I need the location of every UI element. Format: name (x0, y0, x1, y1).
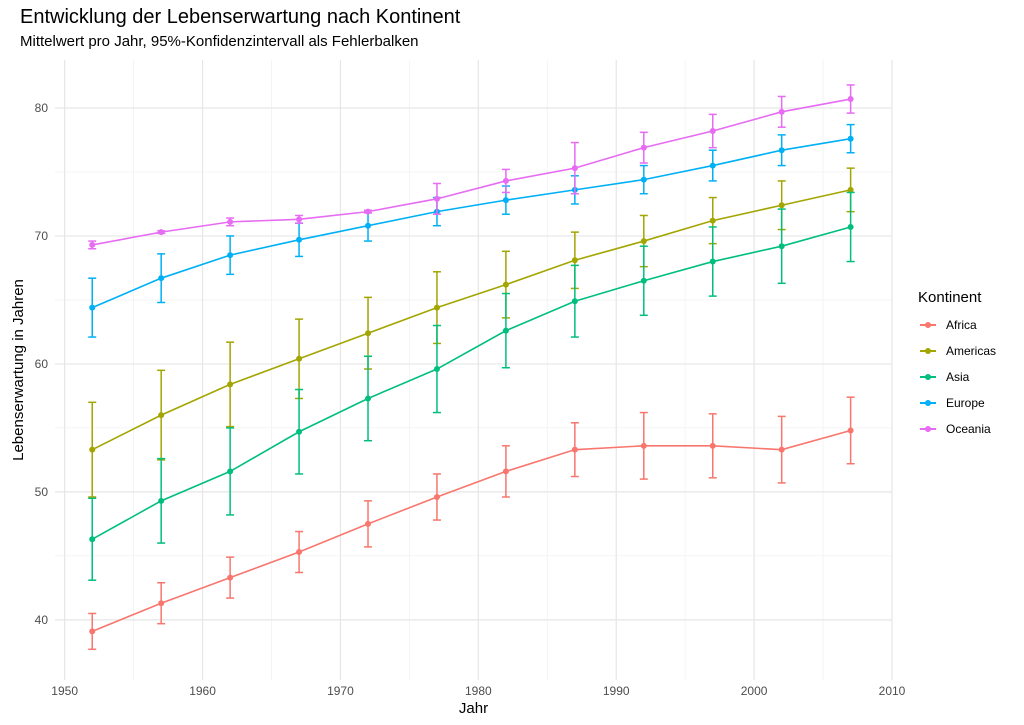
data-point-oceania (158, 229, 165, 236)
data-point-africa (158, 600, 165, 607)
legend-item-asia: Asia (918, 364, 996, 390)
x-tick-label: 1960 (189, 684, 216, 698)
data-point-asia (89, 536, 96, 543)
legend-label: Europe (946, 396, 985, 410)
data-point-americas (640, 238, 647, 245)
data-point-oceania (502, 177, 509, 184)
y-tick-label: 50 (35, 485, 49, 499)
data-point-africa (227, 574, 234, 581)
data-point-oceania (89, 241, 96, 248)
legend-item-europe: Europe (918, 390, 996, 416)
legend-label: Oceania (946, 422, 991, 436)
legend-key (918, 315, 938, 335)
data-point-asia (778, 243, 785, 250)
data-point-europe (365, 222, 372, 229)
data-point-asia (709, 258, 716, 265)
data-point-asia (502, 327, 509, 334)
data-point-oceania (227, 218, 234, 225)
legend-label: Asia (946, 370, 970, 384)
data-point-africa (640, 442, 647, 449)
y-axis-label: Lebenserwartung in Jahren (10, 279, 27, 461)
x-tick-label: 2010 (879, 684, 906, 698)
legend-label: Americas (946, 344, 997, 358)
y-tick-label: 70 (35, 229, 49, 243)
series-line-americas (91, 189, 851, 451)
y-tick-label: 80 (35, 101, 49, 115)
data-point-asia (227, 468, 234, 475)
data-point-africa (433, 494, 440, 501)
chart-subtitle: Mittelwert pro Jahr, 95%-Konfidenzinterv… (20, 33, 419, 50)
legend-title: Kontinent (918, 289, 982, 306)
data-point-africa (296, 549, 303, 556)
legend-item-africa: Africa (918, 312, 996, 338)
data-point-africa (365, 520, 372, 527)
data-point-europe (227, 252, 234, 259)
legend-key (918, 419, 938, 439)
data-point-africa (89, 628, 96, 635)
data-point-oceania (847, 96, 854, 103)
data-point-americas (502, 281, 509, 288)
x-tick-label: 1970 (327, 684, 354, 698)
series-line-africa (91, 429, 851, 633)
legend-item-oceania: Oceania (918, 416, 996, 442)
series-line-oceania (92, 98, 851, 246)
legend-key (918, 393, 938, 413)
data-point-oceania (365, 208, 372, 215)
legend-key (918, 341, 938, 361)
series-line-europe (91, 137, 851, 309)
data-point-americas (365, 330, 372, 337)
x-tick-label: 1980 (465, 684, 492, 698)
data-point-oceania (640, 144, 647, 151)
data-point-asia (296, 428, 303, 435)
y-tick-label: 60 (35, 357, 49, 371)
data-point-americas (778, 202, 785, 209)
data-point-asia (640, 277, 647, 284)
data-point-africa (709, 442, 716, 449)
series-line-asia (91, 226, 851, 540)
data-point-oceania (296, 216, 303, 223)
data-point-europe (640, 176, 647, 183)
data-point-americas (709, 217, 716, 224)
x-tick-label: 1990 (603, 684, 630, 698)
data-point-europe (847, 135, 854, 142)
data-point-europe (502, 197, 509, 204)
data-point-asia (158, 497, 165, 504)
data-point-asia (365, 395, 372, 402)
data-point-americas (847, 186, 854, 193)
data-point-europe (778, 147, 785, 154)
y-tick-label: 40 (35, 613, 49, 627)
data-point-europe (709, 162, 716, 169)
x-tick-label: 1950 (51, 684, 78, 698)
data-point-americas (89, 446, 96, 453)
data-point-asia (847, 223, 854, 230)
data-point-africa (847, 427, 854, 434)
chart-title: Entwicklung der Lebenserwartung nach Kon… (20, 6, 461, 28)
data-point-africa (571, 446, 578, 453)
data-point-oceania (433, 195, 440, 202)
legend: Kontinent Africa Americas Asia Europe Oceani… (918, 289, 996, 442)
data-point-asia (571, 298, 578, 305)
data-point-africa (502, 468, 509, 475)
data-point-americas (571, 257, 578, 264)
data-point-americas (227, 381, 234, 388)
legend-item-americas: Americas (918, 338, 996, 364)
x-tick-label: 2000 (741, 684, 768, 698)
data-point-americas (158, 412, 165, 419)
data-point-europe (296, 236, 303, 243)
x-axis-label: Jahr (459, 700, 488, 717)
data-point-oceania (571, 165, 578, 172)
data-point-oceania (778, 108, 785, 115)
data-point-americas (296, 355, 303, 362)
legend-key (918, 367, 938, 387)
data-point-africa (778, 446, 785, 453)
data-point-europe (89, 304, 96, 311)
data-point-americas (433, 304, 440, 311)
data-point-oceania (709, 128, 716, 135)
data-point-asia (433, 366, 440, 373)
legend-label: Africa (946, 318, 977, 332)
data-point-europe (158, 275, 165, 282)
